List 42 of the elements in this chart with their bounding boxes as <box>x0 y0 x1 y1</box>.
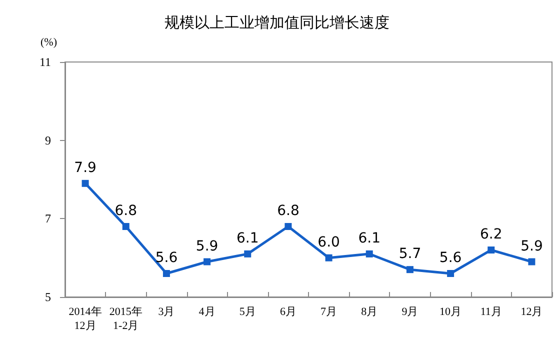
point <box>447 270 454 277</box>
x-tick-label: 12月 <box>520 306 543 318</box>
x-tick-label: 7月 <box>320 306 338 318</box>
chart-title: 规模以上工业增加值同比增长速度 <box>164 14 390 32</box>
x-tick-label: 6月 <box>280 306 296 318</box>
point <box>366 250 373 258</box>
data-label: 5.9 <box>196 238 218 254</box>
point <box>244 250 252 258</box>
x-tick-label: 10月 <box>440 306 462 318</box>
point <box>204 258 211 266</box>
data-label: 6.0 <box>318 234 340 250</box>
data-label: 6.1 <box>358 230 381 246</box>
data-label: 5.9 <box>520 238 543 254</box>
x-tick-label: 8月 <box>361 306 378 318</box>
data-label: 5.6 <box>439 250 462 266</box>
data-label: 6.8 <box>277 203 300 219</box>
x-tick-label: 2014年 12月 <box>68 306 102 332</box>
point <box>406 266 414 274</box>
data-label: 5.6 <box>155 250 178 266</box>
data-label: 5.7 <box>398 246 422 262</box>
x-tick-label: 2015年 1-2月 <box>109 306 142 332</box>
point <box>325 254 332 262</box>
x-tick-label: 5月 <box>239 306 256 318</box>
y-tick-label: 5 <box>45 290 51 304</box>
point <box>488 246 495 254</box>
x-tick-label: 4月 <box>198 306 216 318</box>
y-tick-label: 7 <box>45 212 51 226</box>
y-axis-title: (%) <box>40 36 58 48</box>
data-label: 6.2 <box>480 226 502 242</box>
data-label: 6.8 <box>114 203 138 219</box>
x-tick-label: 9月 <box>402 306 418 318</box>
x-tick-label: 3月 <box>158 306 175 318</box>
point <box>284 223 292 230</box>
data-label: 6.1 <box>236 230 259 246</box>
y-tick-label: 11 <box>39 55 51 69</box>
data-label: 7.9 <box>74 160 96 176</box>
point <box>528 258 536 266</box>
point <box>82 180 89 187</box>
x-tick-label: 11月 <box>480 306 502 318</box>
point <box>162 270 170 277</box>
y-tick-label: 9 <box>45 133 51 148</box>
point <box>122 223 130 230</box>
